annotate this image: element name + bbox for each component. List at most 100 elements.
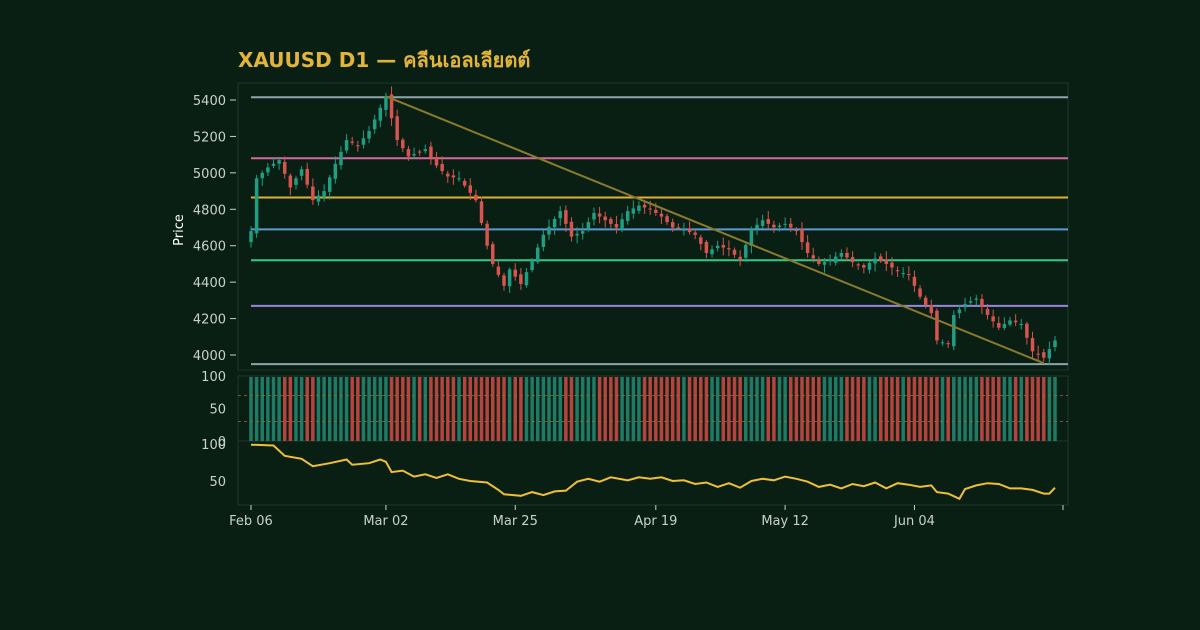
- volume-bar: [288, 377, 293, 441]
- volume-bar: [817, 377, 821, 441]
- candle-body: [384, 96, 388, 110]
- candle-body: [890, 262, 894, 268]
- candle-body: [592, 212, 596, 220]
- volume-bar: [732, 377, 737, 441]
- volume-bar: [479, 377, 484, 441]
- candle-body: [687, 229, 692, 233]
- volume-bar: [715, 377, 720, 441]
- volume-bar: [884, 377, 889, 441]
- volume-bar: [974, 377, 979, 441]
- candles: [249, 86, 1057, 365]
- candle-body: [1042, 352, 1046, 358]
- volume-bar: [744, 377, 748, 441]
- volume-bar: [878, 377, 883, 441]
- candle-body: [530, 260, 534, 271]
- candle-body: [249, 231, 253, 243]
- volume-bar: [434, 377, 439, 441]
- candle-body: [541, 234, 546, 247]
- volume-bar: [485, 377, 489, 441]
- volume-bar: [535, 377, 540, 441]
- candle-body: [997, 322, 1001, 328]
- candle-body: [800, 228, 804, 243]
- volume-bar: [968, 377, 973, 441]
- candle-body: [828, 260, 832, 262]
- candle-body: [1025, 323, 1029, 338]
- candle-body: [367, 130, 371, 139]
- volume-bar: [1008, 377, 1012, 441]
- volume-bar: [693, 377, 697, 441]
- volume-bar: [800, 377, 804, 441]
- candle-body: [299, 169, 304, 176]
- volume-bar: [997, 377, 1001, 441]
- candle-body: [631, 208, 636, 214]
- volume-bar: [266, 377, 270, 441]
- candle-body: [670, 222, 675, 228]
- volume-bar: [845, 377, 849, 441]
- candle-body: [564, 210, 568, 224]
- candle-body: [620, 219, 624, 230]
- candle-body: [580, 231, 585, 234]
- candle-body: [356, 145, 360, 147]
- candle-body: [282, 161, 287, 174]
- volume-bar: [957, 377, 962, 441]
- candle-body: [822, 262, 827, 265]
- candle-body: [642, 204, 647, 208]
- candle-body: [884, 259, 889, 264]
- candle-body: [929, 304, 934, 314]
- y-tick-label: 4800: [193, 203, 226, 218]
- volume-bar: [665, 377, 669, 441]
- candle-body: [586, 222, 591, 230]
- candle-body: [417, 151, 422, 153]
- candle-body: [715, 245, 720, 249]
- candle-body: [333, 163, 338, 179]
- panel-frame-2: [237, 440, 1069, 506]
- volume-bar: [322, 377, 326, 441]
- volume-bar: [873, 377, 877, 441]
- candle-body: [946, 343, 950, 345]
- volume-bar: [406, 377, 411, 441]
- volume-bar: [783, 377, 787, 441]
- candle-body: [524, 272, 529, 286]
- volume-bar: [620, 377, 624, 441]
- candle-body: [1030, 338, 1035, 352]
- candle-body: [597, 213, 602, 217]
- candle-body: [558, 211, 562, 219]
- volume-bar: [839, 377, 844, 441]
- volume-bar: [952, 377, 956, 441]
- volume-bar: [597, 377, 602, 441]
- volume-bar: [1036, 377, 1040, 441]
- volume-bar: [1002, 377, 1007, 441]
- volume-bar: [389, 377, 394, 441]
- volume-bar: [609, 377, 613, 441]
- candle-body: [451, 175, 456, 178]
- candle-body: [867, 263, 872, 270]
- volume-bar: [339, 377, 343, 441]
- candle-body: [625, 211, 630, 221]
- volume-bar: [462, 377, 467, 441]
- candle-body: [305, 168, 309, 185]
- candle-body: [1008, 320, 1012, 325]
- volume-bar: [1013, 377, 1018, 441]
- x-tick-label: Jun 04: [893, 514, 935, 529]
- candle-body: [401, 139, 405, 149]
- volume-bar: [625, 377, 630, 441]
- volume-bar: [699, 377, 703, 441]
- candle-body: [361, 138, 366, 145]
- x-tick-label: Mar 25: [493, 514, 538, 529]
- candle-body: [350, 141, 354, 143]
- candle-body: [772, 224, 776, 228]
- volume-bar: [524, 377, 529, 441]
- volume-bar: [704, 377, 709, 441]
- volume-bar: [249, 377, 253, 441]
- x-tick-label: Mar 02: [363, 514, 408, 529]
- volume-bar: [631, 377, 636, 441]
- volume-bar: [496, 377, 501, 441]
- volume-bar: [901, 377, 905, 441]
- candle-body: [1002, 324, 1007, 328]
- candle-body: [395, 116, 399, 141]
- x-tick-label: Feb 06: [229, 514, 273, 529]
- volume-bar: [350, 377, 354, 441]
- volume-bar: [327, 377, 332, 441]
- y-axis-title: Price: [172, 214, 187, 246]
- candle-body: [412, 154, 416, 156]
